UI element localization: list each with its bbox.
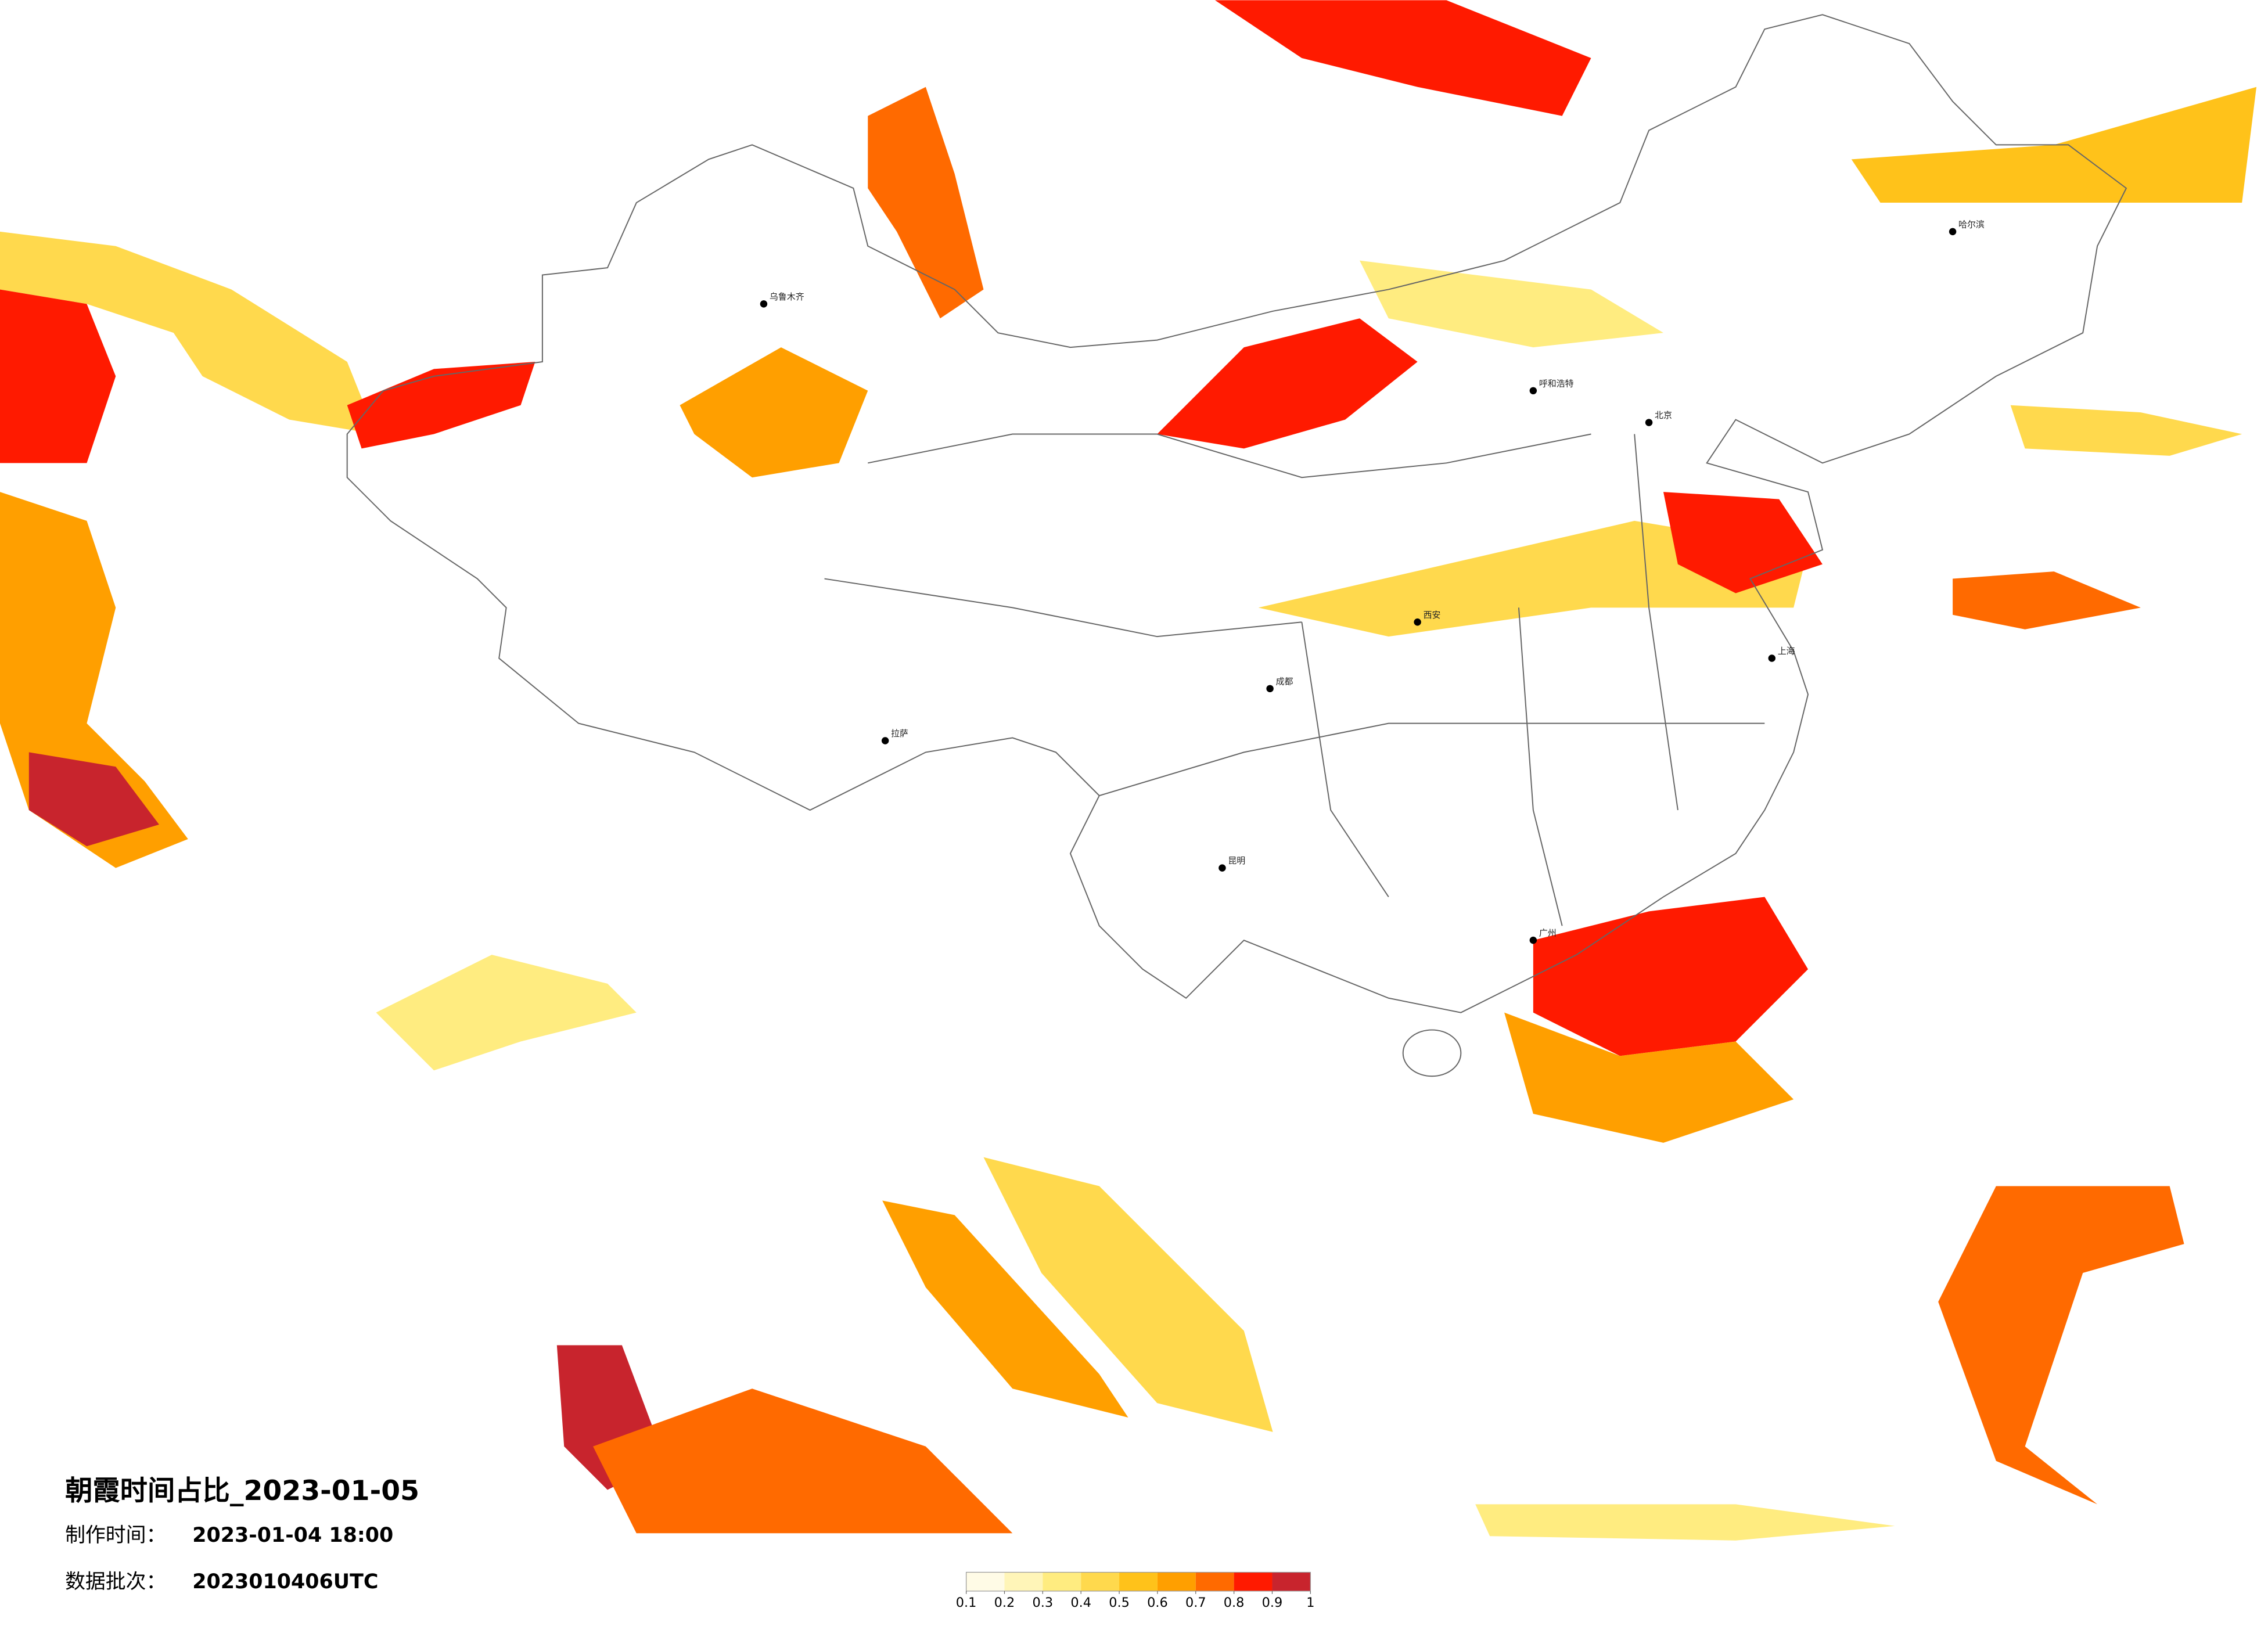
legend-swatch (1234, 1572, 1273, 1591)
legend-swatch (1004, 1572, 1043, 1591)
heat-area (680, 347, 868, 478)
heat-area (983, 1157, 1273, 1432)
legend-swatch (1043, 1572, 1081, 1591)
heat-area (0, 231, 376, 434)
city-label: 乌鲁木齐 (770, 292, 804, 302)
heat-area (1938, 1186, 2184, 1505)
heat-area (1533, 897, 1809, 1056)
boundaries (346, 14, 2127, 1077)
legend-tick-label: 0.5 (1109, 1595, 1130, 1610)
city-dot (1768, 654, 1776, 662)
city-dot (1529, 387, 1537, 395)
legend-swatch (1272, 1572, 1311, 1591)
legend-tick-label: 1 (1306, 1595, 1314, 1610)
city-label: 成都 (1276, 676, 1293, 686)
heat-area (1258, 520, 1809, 637)
province-outline (824, 433, 1765, 926)
city-label: 西安 (1424, 610, 1441, 620)
map-title: 朝霞时间占比_2023-01-05 (65, 1475, 419, 1507)
heat-area (1157, 318, 1418, 449)
city-label: 拉萨 (891, 728, 908, 739)
city-dot (1266, 685, 1274, 693)
legend-swatch (966, 1572, 1005, 1591)
city-dot (1529, 936, 1537, 944)
legend-tick-label: 0.4 (1070, 1595, 1091, 1610)
city-label: 哈尔滨 (1958, 219, 1985, 229)
heat-area (868, 87, 984, 319)
heat-area (1360, 260, 1663, 348)
meta-value: 2023-01-04 18:00 (192, 1524, 393, 1547)
island-outline (1402, 1029, 1462, 1077)
meta-value: 2023010406UTC (192, 1570, 378, 1593)
heat-area (0, 289, 116, 463)
heat-area (1214, 0, 1591, 116)
heat-area (1504, 1012, 1794, 1143)
city-dot (1414, 618, 1421, 626)
city-dot (1949, 228, 1957, 236)
country-outline (346, 14, 2127, 1013)
legend-tick-label: 0.6 (1147, 1595, 1168, 1610)
city-dot (1219, 864, 1226, 872)
heat-area (2010, 405, 2242, 456)
legend-tick-label: 0.3 (1033, 1595, 1054, 1610)
meta-label: 数据批次： (65, 1570, 166, 1593)
heat-area (347, 361, 535, 449)
legend-swatch (1195, 1572, 1234, 1591)
heat-area (593, 1388, 1013, 1534)
city-dot (1645, 419, 1653, 426)
city-label: 广州 (1539, 928, 1557, 938)
legend-tick-label: 0.8 (1224, 1595, 1245, 1610)
city-dot (881, 737, 889, 744)
city-label: 呼和浩特 (1539, 378, 1574, 388)
heat-layer (0, 0, 2257, 1541)
city-label: 昆明 (1228, 855, 1245, 866)
legend-swatch (1157, 1572, 1196, 1591)
heat-area (376, 955, 637, 1071)
legend-tick-label: 0.7 (1185, 1595, 1206, 1610)
heat-area (882, 1200, 1128, 1418)
legend-tick-label: 0.2 (994, 1595, 1015, 1610)
legend-tick-label: 0.1 (956, 1595, 977, 1610)
meta-label: 制作时间： (65, 1524, 166, 1547)
legend-swatch (1081, 1572, 1120, 1591)
legend-frame (965, 1571, 1311, 1592)
heat-area (1663, 492, 1823, 593)
legend: 0.1 0.2 0.3 0.4 0.5 0.6 0.7 0.8 0.9 1 (956, 1571, 1314, 1610)
legend-tick-label: 0.9 (1262, 1595, 1283, 1610)
heat-area (28, 752, 159, 847)
heat-area (1475, 1504, 1895, 1541)
city-label: 上海 (1778, 646, 1795, 656)
city-dot (760, 300, 768, 308)
legend-swatch (1119, 1572, 1158, 1591)
city-label: 北京 (1655, 410, 1672, 420)
heat-area (1953, 571, 2141, 629)
